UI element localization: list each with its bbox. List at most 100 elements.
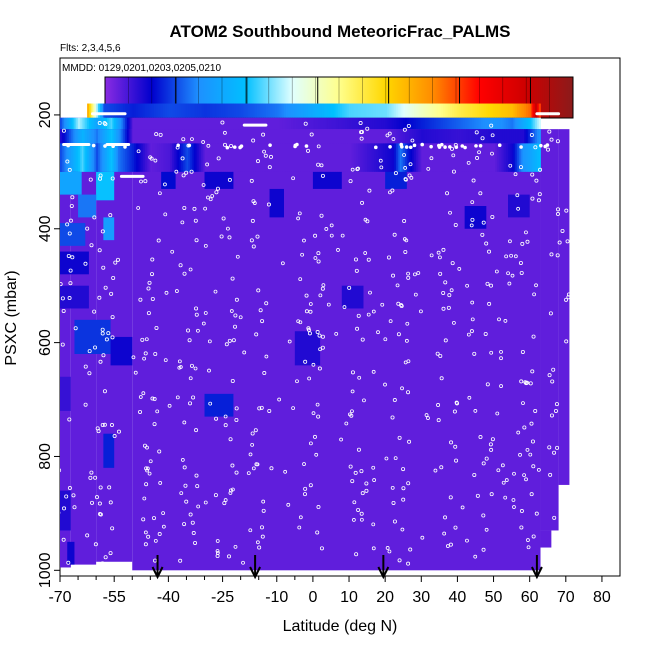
sample-marker [116,429,121,434]
sample-marker [87,371,92,376]
dates-note: MMDD: 0129,0201,0203,0205,0210 [62,63,221,74]
heatmap-cell [515,143,518,172]
heatmap-cell [538,129,541,144]
heatmap-cell [190,129,193,144]
sample-marker [531,334,536,339]
heatmap-cell [251,117,254,130]
sample-marker [311,362,316,367]
heatmap-patch [269,188,284,218]
sample-marker [316,259,321,264]
heatmap-cell [466,143,469,172]
heatmap-cell [412,117,415,130]
x-tick-label: -40 [157,589,180,606]
heatmap-cell [358,129,361,144]
sample-marker [100,327,105,332]
heatmap-cell [482,117,485,130]
heatmap-cell [403,129,406,144]
heatmap-cell [491,103,494,118]
sample-marker [404,338,409,343]
heatmap-cell [78,143,81,172]
y-axis-label: PSXC (mbar) [3,270,20,365]
heatmap-cell [244,129,247,144]
heatmap-cells [60,103,570,571]
heatmap-cell [323,129,326,144]
heatmap-cell [291,143,294,172]
sample-marker [401,467,406,472]
sample-marker [400,386,404,391]
sample-marker [475,156,480,161]
arrow-head [151,566,164,580]
heatmap-cell [457,129,460,144]
sample-marker [356,507,361,512]
sample-marker [227,177,232,182]
sample-marker [495,411,500,416]
heatmap-cell [433,143,437,172]
heatmap-cell [334,129,337,144]
sample-marker [232,145,237,149]
sample-marker [108,213,113,218]
heatmap-cell [258,143,261,172]
sample-marker [111,275,116,280]
heatmap-cell [173,103,177,118]
sample-marker [359,469,364,474]
sample-marker [478,191,483,196]
sample-marker [438,353,443,358]
heatmap-cell [314,143,317,172]
sample-marker [483,331,488,336]
heatmap-cell [117,129,121,144]
heatmap-cell [399,117,402,130]
heatmap-cell [432,117,435,130]
heatmap-cell [524,103,527,118]
heatmap-cell [336,143,339,172]
heatmap-cell [330,103,334,118]
heatmap-cell [520,143,523,172]
heatmap-cell [488,103,491,118]
sample-marker [104,337,109,342]
sample-marker [397,558,402,563]
heatmap-cell [229,117,233,130]
heatmap-cell [367,129,370,144]
sample-marker [153,539,158,543]
heatmap-cell [401,117,404,130]
heatmap-cell [168,129,171,144]
heatmap-cell [152,103,155,118]
heatmap-cell [318,143,321,172]
sample-marker [467,395,472,400]
sample-marker [531,534,536,539]
heatmap-cell [265,143,269,172]
sample-marker [97,248,102,253]
heatmap-cell [405,117,408,130]
sample-marker [530,369,535,374]
sample-marker [150,297,155,302]
heatmap-cell [260,103,263,118]
heatmap-cell [320,143,323,172]
sample-marker [524,477,528,482]
heatmap-cell [524,143,527,172]
heatmap-cell [408,129,411,144]
heatmap-cell [377,103,381,118]
sample-marker [489,350,494,355]
sample-marker [261,508,266,513]
heatmap-patch [204,393,234,417]
heatmap-cell [338,117,341,130]
heatmap-cell [76,117,79,130]
heatmap-cell [432,103,435,118]
sample-marker [234,418,239,423]
sample-marker [409,175,414,180]
heatmap-cell [271,103,274,118]
sample-marker [451,153,456,158]
heatmap-cell [101,129,104,144]
heatmap-cell [394,103,397,118]
heatmap-cell [284,103,287,118]
sample-marker [251,244,256,249]
sample-marker [494,269,499,274]
sample-marker [303,121,308,126]
sample-marker [403,177,408,181]
heatmap-cell [531,117,534,130]
heatmap-cell [379,143,382,172]
heatmap-cell [278,117,281,130]
sample-marker [55,328,58,331]
heatmap-cell [121,143,124,172]
sample-marker [516,430,521,435]
sample-marker [221,216,226,221]
